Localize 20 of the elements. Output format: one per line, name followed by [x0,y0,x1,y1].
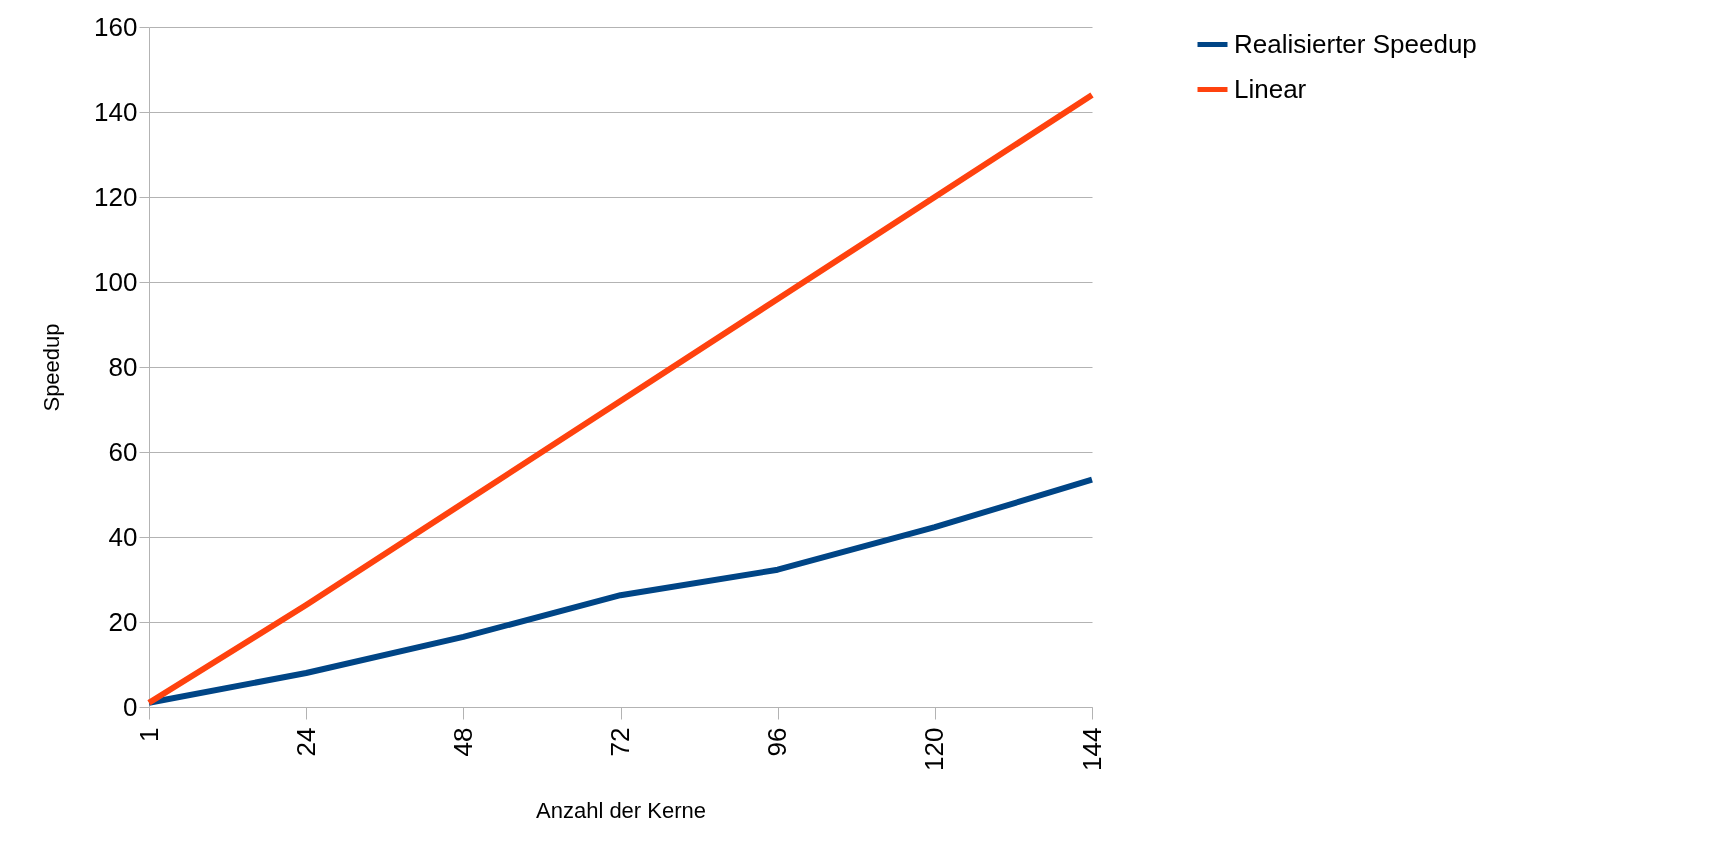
y-tick-label: 100 [94,266,138,297]
y-tick-label: 60 [108,436,138,467]
y-tick-label: 120 [94,181,138,212]
x-tick-label: 144 [1076,727,1107,771]
x-tick-label: 96 [762,727,793,757]
y-tick-label: 80 [108,351,138,382]
y-tick-label: 20 [108,606,138,637]
x-tick-label: 24 [290,727,321,757]
y-tick-label: 40 [108,521,138,552]
x-axis-title: Anzahl der Kerne [536,797,706,823]
x-tick-label: 72 [605,727,635,757]
y-tick-label: 160 [94,11,138,42]
x-tick-label: 1 [133,727,164,742]
y-tick-label: 140 [94,96,138,127]
y-axis-title: Speedup [39,323,65,412]
y-tick-label: 0 [123,691,138,722]
legend-label: Linear [1234,73,1307,104]
legend-label: Realisierter Speedup [1234,28,1477,59]
x-tick-label: 48 [447,727,478,757]
x-tick-label: 120 [919,727,950,771]
